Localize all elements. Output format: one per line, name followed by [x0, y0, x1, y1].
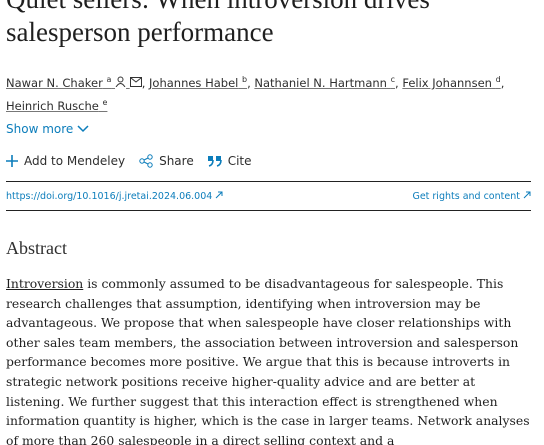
quote-icon [207, 156, 222, 167]
author[interactable]: Nathaniel N. Hartmann c [254, 75, 396, 90]
affiliation[interactable]: b [242, 75, 248, 84]
share-button[interactable]: Share [139, 154, 194, 168]
external-icon [523, 191, 531, 198]
author-name[interactable]: Felix Johannsen [402, 75, 492, 90]
abstract-body: is commonly assumed to be disadvantageou… [6, 276, 530, 445]
action-label[interactable]: Cite [227, 154, 252, 168]
doi-row: https://doi.org/10.1016/j.jretai.2024.06… [6, 181, 531, 211]
chevron-icon [77, 125, 89, 133]
rights-link[interactable]: Get rights and content [412, 191, 531, 202]
author-name[interactable]: Nathaniel N. Hartmann [254, 75, 387, 90]
author-icons [111, 76, 142, 90]
affiliation[interactable]: a [106, 75, 112, 84]
abstract-heading: Abstract [6, 238, 67, 258]
affiliation[interactable]: c [390, 75, 396, 84]
separator: , [500, 75, 505, 90]
show-more[interactable]: Show more [6, 122, 89, 136]
separator: , [141, 75, 146, 90]
action-label[interactable]: Add to Mendeley [24, 154, 126, 168]
cite-button[interactable]: Cite [207, 154, 252, 168]
abstract-text: Introversion is commonly assumed to be d… [6, 274, 534, 445]
author-name[interactable]: Johannes Habel [149, 75, 239, 90]
separator: , [395, 75, 399, 90]
person-icon [115, 76, 126, 88]
doi-text[interactable]: https://doi.org/10.1016/j.jretai.2024.06… [6, 190, 213, 202]
mendeley-button[interactable]: Add to Mendeley [6, 154, 125, 168]
glossary-term[interactable]: Introversion [6, 276, 84, 291]
article-title: Quiet sellers: When introversion drives … [6, 0, 430, 47]
author[interactable]: Nawar N. Chaker a [6, 75, 142, 90]
affiliation[interactable]: d [495, 75, 501, 84]
separator: , [247, 75, 251, 90]
share-icon [139, 154, 153, 168]
author[interactable]: Johannes Habel b [149, 75, 248, 90]
action-bar: Add to Mendeley Share Cite [6, 154, 252, 168]
external-icon [215, 191, 223, 198]
author-name[interactable]: Heinrich Rusche [6, 98, 99, 113]
author[interactable]: Felix Johannsen d [402, 75, 501, 90]
plus-icon [6, 155, 18, 167]
author[interactable]: Heinrich Rusche e [6, 97, 108, 113]
show-more-label[interactable]: Show more [6, 122, 74, 136]
action-label[interactable]: Share [159, 154, 194, 168]
mail-icon [129, 76, 142, 87]
author-list: Nawar N. Chaker a , Johannes Habel b, Na… [6, 70, 526, 116]
affiliation[interactable]: e [102, 97, 108, 107]
author-name[interactable]: Nawar N. Chaker [6, 75, 103, 90]
doi-link[interactable]: https://doi.org/10.1016/j.jretai.2024.06… [6, 191, 223, 202]
rights-text[interactable]: Get rights and content [412, 190, 520, 202]
